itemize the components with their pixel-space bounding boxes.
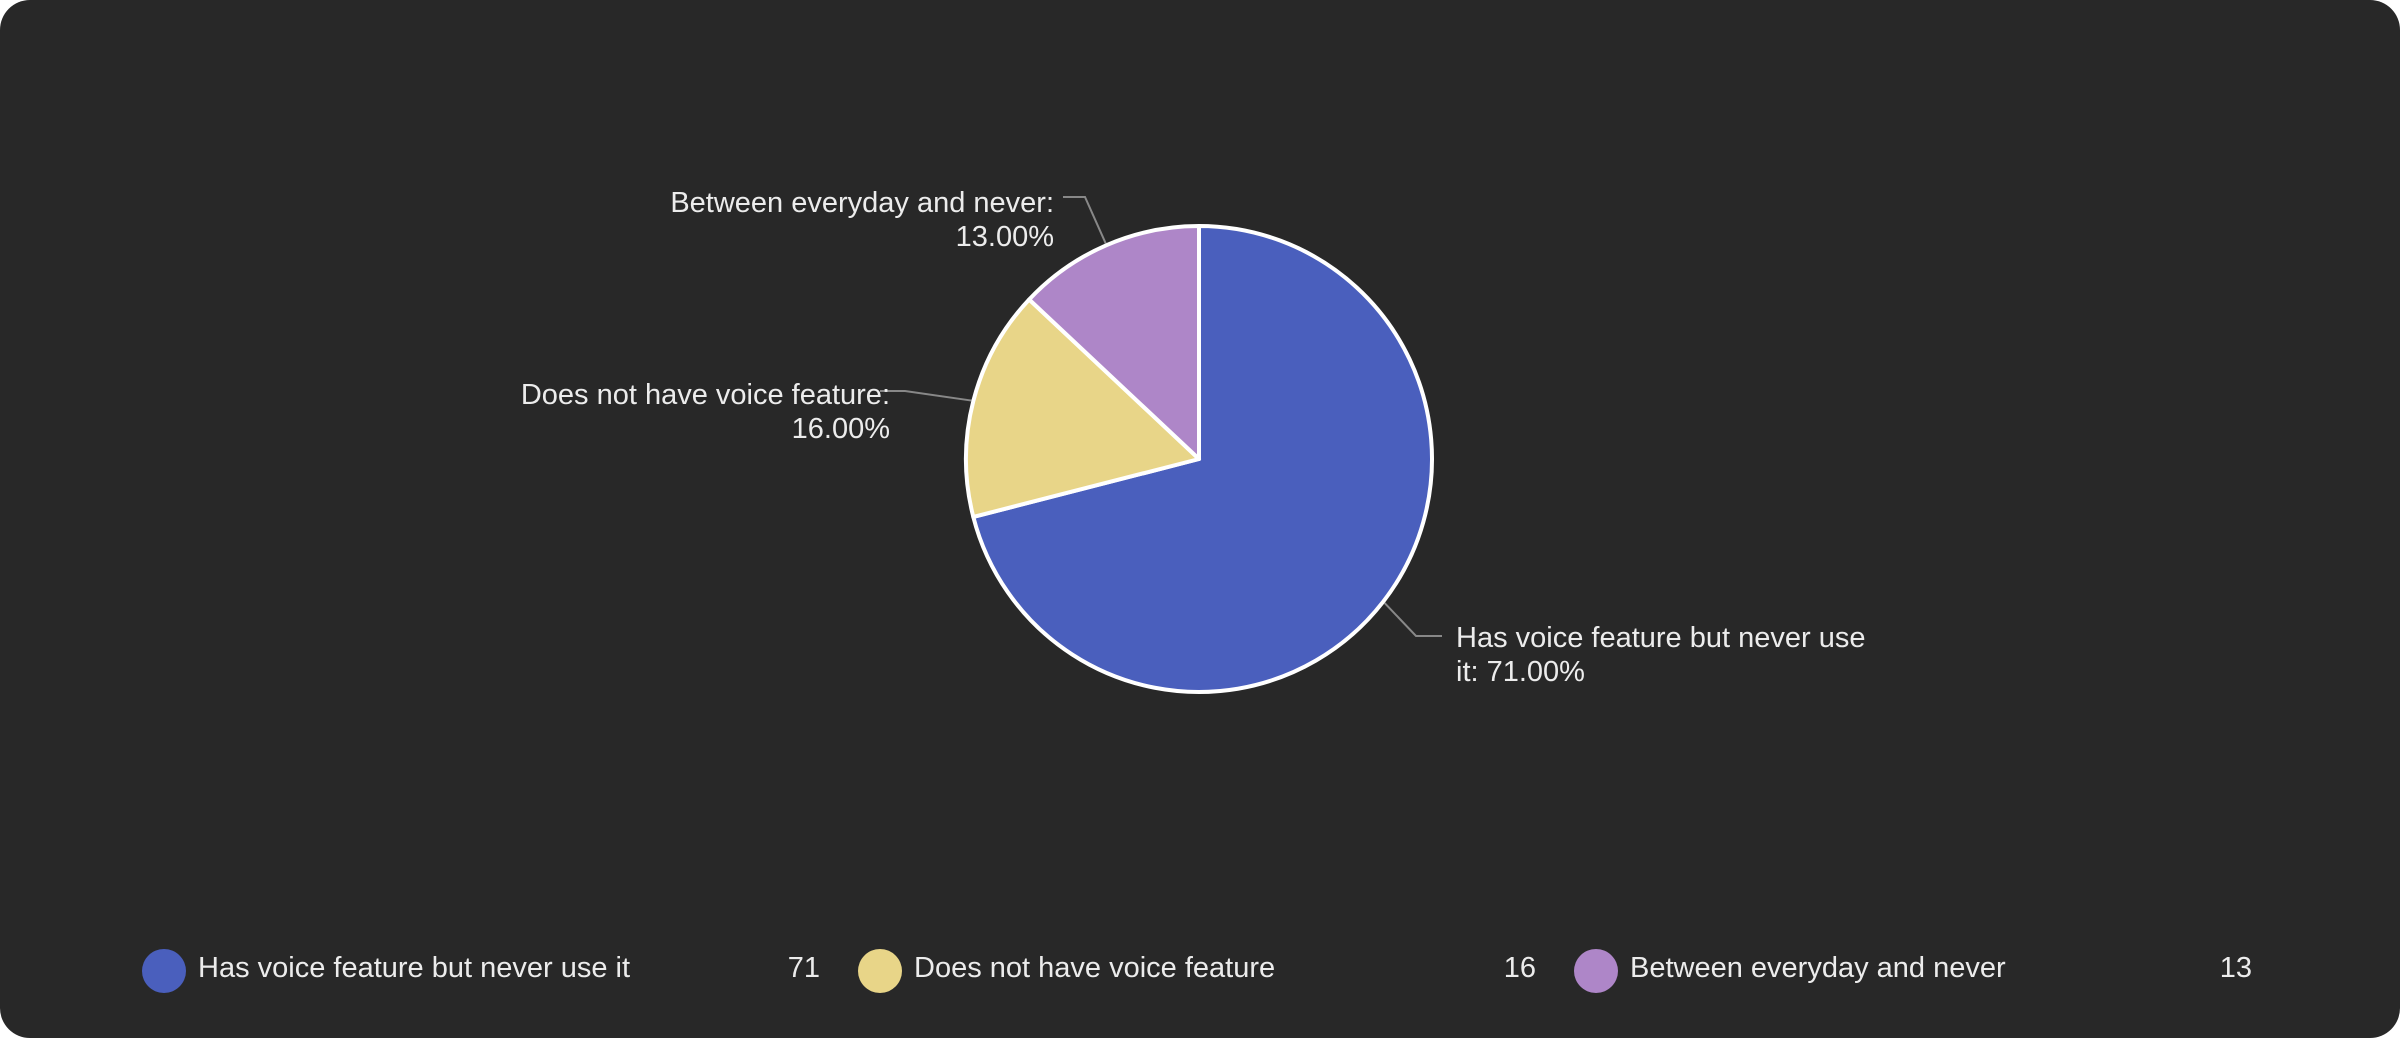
legend-label: Between everyday and never: [1630, 952, 2006, 984]
legend-count: 13: [2219, 952, 2252, 984]
legend-label: Does not have voice feature: [914, 952, 1276, 984]
slice-label-between-everyday-never: Between everyday and never:: [670, 187, 1054, 219]
slice-label-no-voice-feature: 16.00%: [792, 413, 890, 445]
leader-line-has-voice-never-use: [1383, 602, 1442, 637]
pie-slice-between-everyday-never[interactable]: [1027, 224, 1201, 461]
pie-slice-no-voice-feature[interactable]: [964, 297, 1201, 519]
pie-slice-has-voice-never-use[interactable]: [971, 224, 1434, 694]
chart-legend: Has voice feature but never use it 71 Do…: [140, 946, 2260, 996]
legend-swatch-between-everyday-never: [1574, 949, 1618, 993]
slice-label-no-voice-feature: Does not have voice feature:: [521, 379, 890, 411]
slice-label-has-voice-never-use: Has voice feature but never use: [1456, 622, 1865, 654]
pie-slices: [964, 224, 1434, 694]
legend-swatch-no-voice-feature: [858, 949, 902, 993]
slice-label-between-everyday-never: 13.00%: [956, 221, 1054, 253]
legend-item-no-voice-feature[interactable]: Does not have voice feature 16: [856, 946, 1536, 996]
leader-line-between-everyday-never: [1063, 196, 1107, 244]
legend-count: 71: [787, 952, 820, 984]
legend-item-has-voice-never-use[interactable]: Has voice feature but never use it 71: [140, 946, 820, 996]
slice-label-has-voice-never-use: it: 71.00%: [1456, 656, 1585, 688]
legend-swatch-has-voice-never-use: [142, 949, 186, 993]
leader-line-no-voice-feature: [880, 390, 972, 402]
legend-count: 16: [1503, 952, 1536, 984]
legend-item-between-everyday-never[interactable]: Between everyday and never 13: [1572, 946, 2252, 996]
pie-leader-lines: [880, 196, 1442, 637]
legend-label: Has voice feature but never use it: [198, 952, 631, 984]
